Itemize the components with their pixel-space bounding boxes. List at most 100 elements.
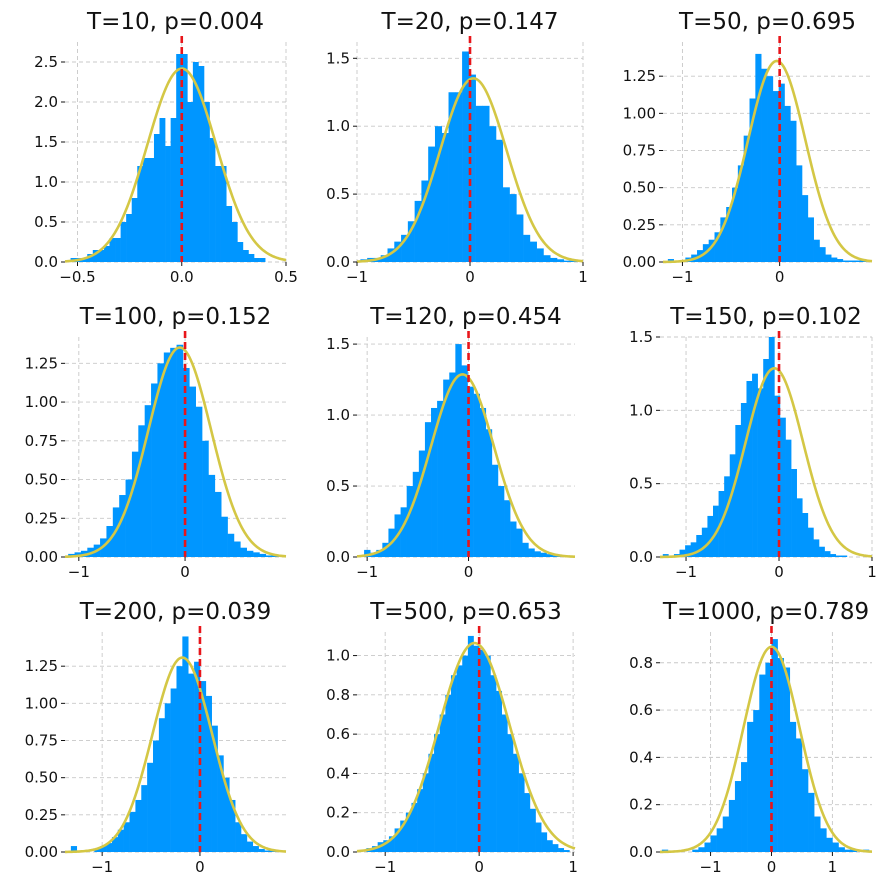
histogram-bar — [434, 126, 443, 262]
subplot-7: 0.00 0.25 0.50 0.75 1.00 1.25 −1 0 T=200, p=0.03… — [25, 599, 287, 876]
histogram-bar — [698, 847, 705, 852]
x-tick-label: 1 — [867, 563, 877, 581]
normal-fit-curve — [64, 656, 287, 854]
histogram-bar — [563, 850, 570, 852]
histogram-bar — [400, 507, 407, 557]
histogram-bar — [443, 379, 450, 557]
histogram-bar — [741, 762, 748, 852]
histogram-bar — [248, 254, 255, 262]
histogram-bar — [364, 549, 371, 557]
histogram-bar — [522, 542, 529, 557]
histogram-bar — [753, 710, 760, 852]
histogram-bar — [424, 422, 432, 557]
y-tick-label: 1.5 — [326, 49, 350, 67]
histogram-bar — [176, 666, 183, 852]
histogram-bar — [422, 773, 429, 852]
normal-fit-curve — [356, 77, 584, 263]
x-tick-label: 0 — [775, 268, 785, 286]
y-tick-label: 0.4 — [629, 748, 653, 766]
histogram-bar — [802, 513, 809, 557]
histogram-bar — [462, 51, 470, 263]
histogram-bar — [679, 549, 686, 557]
subplot-3: 0.00 0.25 0.50 0.75 1.00 1.25 −1 0 T=50, p=0.695 — [623, 9, 873, 286]
histogram-bar — [484, 655, 491, 852]
histogram-bar — [258, 849, 265, 852]
histogram-bar — [690, 542, 697, 557]
histogram-bar — [382, 542, 389, 557]
histogram-bar — [455, 92, 463, 262]
histogram-bar — [735, 425, 742, 557]
histogram-bar — [252, 846, 259, 852]
y-tick-label: 1.0 — [326, 117, 350, 135]
histogram-bar — [495, 139, 504, 262]
histogram-bar — [414, 200, 422, 262]
y-tick-label: 0.75 — [623, 142, 656, 160]
histogram-bar — [461, 365, 468, 557]
histogram-bar — [439, 714, 446, 852]
histogram-bar — [182, 367, 190, 557]
histogram-bar — [388, 836, 395, 852]
y-tick-label: 0.5 — [34, 213, 58, 231]
histogram-bar — [820, 828, 827, 852]
histogram-bar — [209, 138, 216, 262]
x-tick-label: 0 — [464, 563, 474, 581]
histogram-bar — [214, 491, 222, 557]
x-tick-label: −1 — [671, 268, 693, 286]
histogram-bar — [170, 347, 177, 557]
histogram-bar — [728, 799, 736, 852]
y-tick-label: 0.0 — [326, 843, 350, 861]
histogram-bar — [147, 762, 154, 852]
histogram-bar — [534, 551, 541, 557]
histogram-bar — [253, 552, 260, 557]
histogram-bar — [394, 241, 402, 262]
histogram-bar — [765, 662, 772, 852]
histogram-bar — [779, 417, 786, 557]
x-tick-label: 0.5 — [274, 268, 298, 286]
histogram-bar — [153, 740, 160, 852]
histogram-bar — [380, 255, 388, 262]
histogram-bar — [552, 844, 559, 852]
y-tick-label: 0.0 — [629, 548, 653, 566]
histogram-bar — [746, 381, 753, 557]
y-tick-label: 0.50 — [25, 471, 58, 489]
histogram-bar — [790, 120, 797, 262]
histogram-bar — [848, 260, 855, 262]
histogram-bar — [211, 725, 218, 852]
histogram-bar — [808, 792, 815, 852]
histogram-bar — [98, 250, 105, 262]
histogram-bar — [259, 258, 266, 262]
histogram-bar — [401, 234, 409, 262]
histogram-bar — [165, 146, 171, 262]
histogram-bar — [791, 469, 797, 557]
histogram-bar — [826, 837, 833, 852]
histogram-bar — [103, 246, 110, 262]
normal-fit-curve — [356, 641, 576, 853]
histogram-bar — [771, 639, 778, 852]
histogram-bar — [115, 238, 121, 262]
histogram-bar — [468, 74, 476, 262]
y-tick-label: 0.5 — [629, 475, 653, 493]
histogram-bar — [844, 849, 851, 852]
histogram-bar — [516, 528, 523, 557]
histogram-bar — [117, 829, 124, 852]
histogram-bar — [445, 694, 452, 852]
histogram-bar — [541, 832, 548, 852]
subplot-1: 0.00.51.01.52.02.5−0.5 0.0 0.5T=10, p=0.00… — [34, 9, 298, 286]
y-tick-label: 0.6 — [629, 701, 653, 719]
histogram-bar — [807, 217, 814, 262]
histogram-bar — [170, 118, 177, 262]
histogram-bar — [240, 547, 247, 557]
histogram-bar — [376, 549, 383, 557]
histogram-bar — [807, 527, 814, 557]
histogram-bar — [473, 645, 480, 852]
histogram-bar — [428, 753, 435, 852]
histogram-bar — [546, 840, 553, 852]
histogram-bar — [100, 846, 107, 852]
histogram-bar — [153, 134, 160, 262]
histogram-bar — [192, 62, 199, 262]
histogram-bar — [264, 850, 271, 852]
histogram-bar — [387, 248, 395, 262]
histogram-bar — [729, 454, 736, 557]
y-tick-label: 0.75 — [25, 432, 58, 450]
